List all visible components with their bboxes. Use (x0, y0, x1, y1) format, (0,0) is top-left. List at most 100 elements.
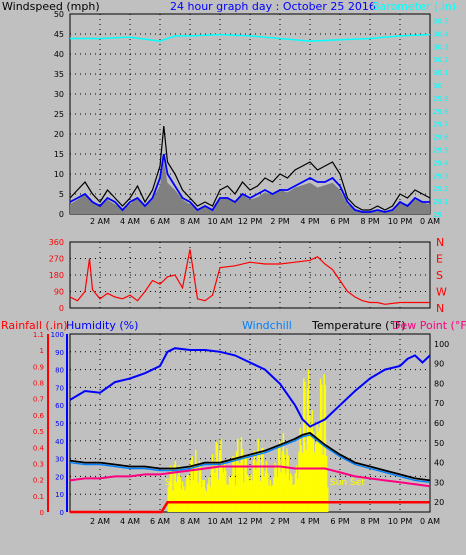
solar-bar (204, 488, 207, 512)
solar-bar (229, 477, 232, 512)
rain-y-tick: 1.1 (33, 331, 44, 339)
solar-bar (299, 428, 301, 512)
solar-bar (294, 473, 297, 512)
solar-bar (279, 440, 281, 512)
solar-bar (186, 474, 189, 512)
solar-bar (263, 476, 265, 512)
solar-bar (223, 460, 226, 512)
solar-bar (285, 473, 287, 512)
time-tick-top: 10 PM (388, 217, 413, 226)
baro-y-tick: 30.1 (433, 69, 449, 77)
solar-bar (178, 465, 180, 512)
rainfall-axis-title: Rainfall (.in) (1, 319, 68, 332)
wind-y-tick: 25 (54, 110, 64, 119)
solar-bar (185, 485, 187, 512)
solar-bar (215, 441, 217, 512)
solar-bar (234, 485, 237, 512)
solar-bar (237, 438, 239, 512)
solar-bar (312, 431, 315, 512)
solar-bar (219, 449, 221, 512)
baro-y-tick: 30.5 (433, 17, 449, 25)
solar-bar (196, 466, 198, 512)
solar-bar (289, 473, 292, 512)
solar-bar (264, 470, 267, 512)
solar-bar (203, 480, 205, 512)
solar-bar (300, 445, 303, 512)
compass-label: N (436, 236, 444, 249)
rain-y-tick: 1 (40, 347, 44, 355)
wind-y-tick: 15 (54, 150, 64, 159)
direction-y-tick: 360 (49, 238, 64, 247)
time-tick-top: 0 AM (420, 217, 440, 226)
sunset-label: Sun Set (330, 478, 365, 488)
solar-bar (276, 477, 279, 512)
solar-bar (211, 454, 214, 512)
solar-bar (256, 461, 258, 512)
solar-bar (307, 369, 310, 512)
solar-bar (255, 469, 257, 512)
time-tick-bottom: 6 PM (330, 517, 349, 526)
time-tick-top: 6 PM (330, 217, 349, 226)
temp-y-tick: 100 (434, 340, 449, 349)
solar-bar (327, 487, 329, 512)
time-tick-bottom: 2 AM (90, 517, 110, 526)
temperature-axis-title: Temperature (°F) (311, 319, 406, 332)
temp-y-tick: 40 (434, 459, 444, 468)
rain-y-tick: 0.5 (33, 428, 44, 436)
temp-y-tick: 60 (434, 419, 444, 428)
solar-bar (177, 476, 179, 512)
solar-bar (221, 463, 223, 512)
compass-label: W (436, 286, 447, 299)
solar-bar (268, 485, 270, 512)
solar-bar (197, 482, 199, 512)
humidity-line (69, 347, 431, 428)
solar-bar (191, 456, 193, 512)
baro-y-tick: 29.6 (433, 134, 449, 142)
humidity-y-tick: 90 (55, 349, 64, 357)
rain-y-tick: 0.6 (33, 412, 45, 420)
solar-bar (257, 438, 259, 512)
solar-bar (309, 415, 311, 512)
solar-bar (292, 484, 294, 512)
wind-gust-line (69, 125, 431, 211)
humidity-y-tick: 10 (55, 491, 64, 499)
solar-bar (280, 472, 282, 512)
solar-bar (315, 443, 317, 512)
time-tick-bottom: 10 PM (388, 517, 413, 526)
direction-y-tick: 270 (49, 255, 64, 264)
rain-y-tick: 0.1 (33, 493, 44, 501)
solar-bar (202, 480, 204, 512)
solar-bar (231, 476, 233, 512)
solar-bar (235, 451, 238, 512)
solar-bar (183, 486, 185, 512)
time-tick-top: 2 AM (90, 217, 110, 226)
time-tick-top: 4 PM (300, 217, 319, 226)
solar-bar (192, 480, 195, 512)
wind-y-tick: 0 (59, 210, 64, 219)
solar-bar (286, 448, 288, 512)
humidity-axis-title: Humidity (%) (66, 319, 138, 332)
rain-line (70, 501, 430, 514)
solar-bar (174, 461, 177, 512)
solar-bar (301, 452, 304, 512)
time-tick-bottom: 0 AM (420, 517, 440, 526)
grid-dots (70, 14, 430, 214)
solar-bar (207, 483, 209, 512)
solar-bar (261, 448, 263, 512)
humidity-y-tick: 80 (55, 367, 64, 375)
barometer-line (70, 33, 431, 42)
solar-bar (297, 478, 299, 512)
humidity-y-tick: 30 (55, 456, 64, 464)
solar-bar (225, 470, 227, 512)
solar-bar (322, 454, 324, 512)
time-tick-bottom: 4 AM (120, 517, 140, 526)
solar-bar (168, 481, 171, 512)
solar-bar (180, 489, 183, 512)
grid-dots (70, 242, 430, 308)
humidity-y-tick: 70 (55, 384, 64, 392)
wind-y-tick: 40 (54, 50, 64, 59)
solar-bar (288, 480, 291, 512)
solar-bar (313, 452, 316, 512)
temp-y-tick: 30 (434, 478, 444, 487)
dewpoint-legend: Dew Point (°F) (392, 319, 466, 332)
